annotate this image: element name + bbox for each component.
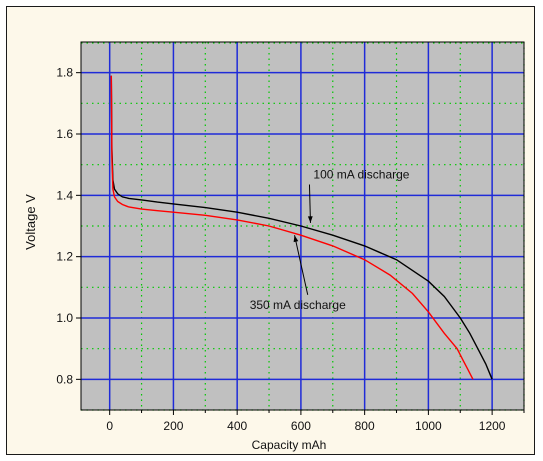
x-tick-label: 1200: [479, 419, 506, 433]
x-tick-label: 800: [355, 419, 375, 433]
annotation-label-1: 100 mA discharge: [313, 167, 409, 181]
y-tick-label: 1.8: [56, 66, 73, 80]
annotation-arrow-2: [294, 235, 309, 295]
annotation-arrowhead-2: [293, 235, 299, 243]
x-tick-label: 600: [291, 419, 311, 433]
x-tick-label: 0: [106, 419, 113, 433]
discharge-chart: 100 mA discharge 350 mA discharge 0 200 400…: [23, 41, 525, 452]
y-axis-label: Voltage V: [23, 194, 38, 250]
y-tick-label: 0.8: [56, 372, 73, 386]
series-line-1: [110, 75, 493, 380]
annotation-arrowhead-1: [307, 216, 313, 223]
x-axis-label: Capacity mAh: [252, 438, 327, 452]
y-tick-label: 1.0: [56, 311, 73, 325]
x-tick-label: 400: [227, 419, 247, 433]
y-tick-label: 1.6: [56, 127, 73, 141]
series-line-2: [110, 75, 474, 380]
annotation-label-2: 350 mA discharge: [250, 298, 346, 312]
chart-frame: 100 mA discharge 350 mA discharge 0 200 400…: [6, 6, 535, 455]
y-tick-label: 1.2: [56, 250, 73, 264]
x-tick-label: 1000: [415, 419, 442, 433]
axes-frame: [80, 41, 525, 411]
y-tick-label: 1.4: [56, 188, 73, 202]
x-tick-label: 200: [163, 419, 183, 433]
